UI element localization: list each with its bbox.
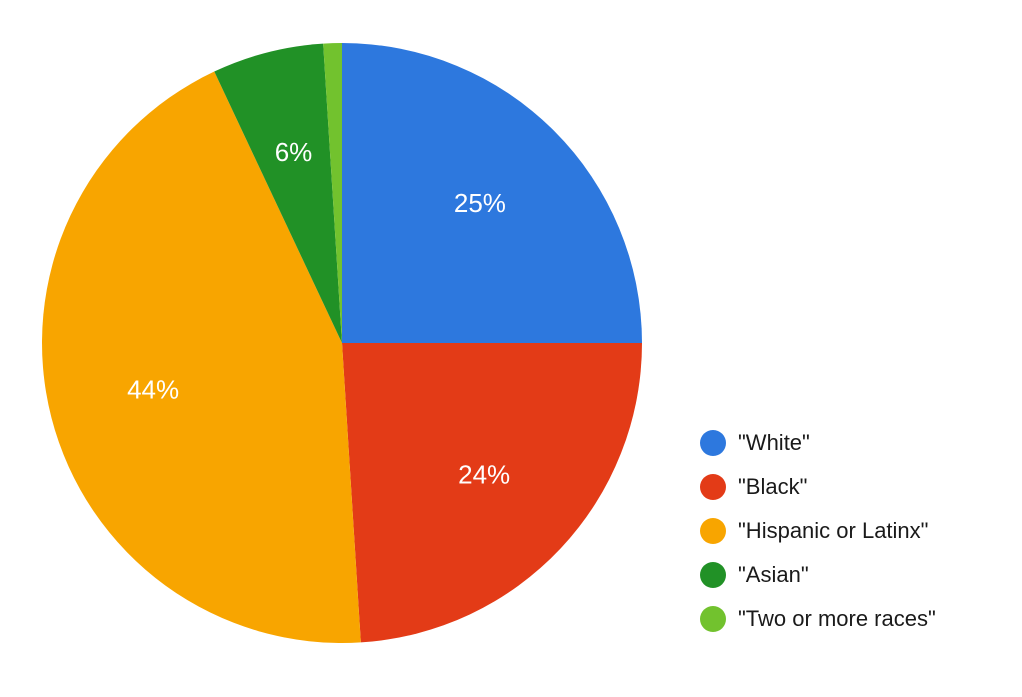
legend-item: "Black" bbox=[700, 474, 936, 500]
legend-swatch bbox=[700, 518, 726, 544]
pie-slice bbox=[342, 343, 642, 642]
legend-swatch bbox=[700, 474, 726, 500]
legend-label: "Black" bbox=[738, 474, 807, 500]
legend-item: "Hispanic or Latinx" bbox=[700, 518, 936, 544]
legend-item: "Asian" bbox=[700, 562, 936, 588]
pie-slice-label: 25% bbox=[454, 188, 506, 218]
pie-slice-label: 6% bbox=[275, 137, 313, 167]
legend-label: "White" bbox=[738, 430, 810, 456]
legend-label: "Hispanic or Latinx" bbox=[738, 518, 928, 544]
pie-chart-container: 25% 24% 44% 6% bbox=[7, 13, 677, 688]
legend-label: "Two or more races" bbox=[738, 606, 936, 632]
legend-item: "Two or more races" bbox=[700, 606, 936, 632]
chart-legend: "White" "Black" "Hispanic or Latinx" "Asian… bbox=[700, 430, 936, 632]
legend-swatch bbox=[700, 606, 726, 632]
pie-slice-label: 24% bbox=[458, 459, 510, 489]
pie-slice-label: 44% bbox=[127, 374, 179, 404]
legend-item: "White" bbox=[700, 430, 936, 456]
legend-label: "Asian" bbox=[738, 562, 809, 588]
legend-swatch bbox=[700, 562, 726, 588]
pie-chart-svg: 25% 24% 44% 6% bbox=[7, 13, 677, 683]
legend-swatch bbox=[700, 430, 726, 456]
